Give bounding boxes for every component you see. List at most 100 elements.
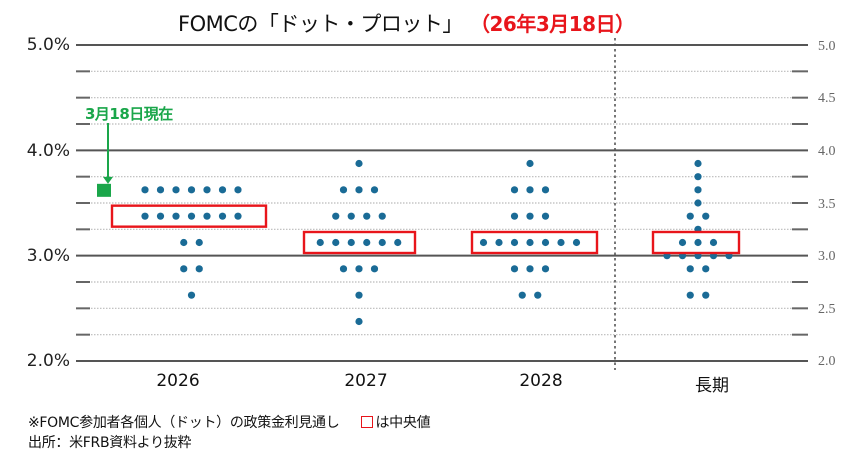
y-axis-right-tick: 4.5 (818, 91, 836, 106)
participant-dot (355, 317, 363, 326)
participant-dot (394, 238, 402, 247)
chart-date: （26年3月18日） (470, 12, 635, 36)
participant-dot (172, 186, 180, 194)
participant-dot (378, 212, 386, 220)
participant-dot (218, 186, 227, 194)
participant-dot (572, 238, 581, 247)
participant-dot (526, 265, 534, 273)
x-axis-label-2027: 2027 (344, 371, 388, 391)
participant-dot (686, 212, 694, 220)
participant-dot (195, 238, 203, 247)
participant-dot (180, 238, 188, 247)
participant-dot (234, 186, 242, 194)
participant-dot (694, 238, 702, 247)
participant-dot (526, 238, 534, 247)
participant-dot (510, 265, 519, 273)
participant-dot (541, 265, 550, 273)
participant-dot (347, 212, 355, 220)
y-axis-left-tick: 2.0% (26, 351, 70, 371)
participant-dot (526, 186, 534, 194)
participant-dot (709, 238, 718, 247)
participant-dot (355, 265, 363, 273)
participant-dot (156, 186, 165, 194)
participant-dot (557, 238, 565, 247)
y-axis-right-tick: 3.5 (818, 197, 836, 212)
median-box (470, 230, 599, 255)
y-axis-right-tick: 2.0 (818, 354, 836, 369)
y-axis-right-tick: 4.0 (818, 144, 836, 159)
participant-dot (218, 212, 227, 220)
participant-dot (479, 238, 488, 247)
participant-dot (339, 186, 348, 194)
participant-dot (378, 238, 386, 247)
participant-dot (702, 212, 710, 220)
participant-dot (203, 212, 211, 220)
participant-dot (203, 186, 211, 194)
participant-dot (187, 186, 196, 194)
annotation-arrow-head (103, 176, 113, 184)
participant-dot (355, 159, 363, 168)
participant-dot (686, 291, 694, 299)
participant-dot (541, 238, 550, 247)
current-rate-marker (97, 183, 111, 197)
y-axis-left-tick: 4.0% (26, 141, 70, 161)
current-rate-annotation: 3月18日現在 (85, 105, 173, 123)
participant-dot (141, 212, 149, 220)
participant-dot (234, 212, 242, 220)
participant-dot (363, 212, 371, 220)
footnote-source: 出所：米FRB資料より抜粋 (28, 435, 192, 451)
participant-dot (534, 291, 542, 299)
participant-dot (526, 212, 534, 220)
y-axis-right-tick: 2.5 (818, 302, 836, 317)
participant-dot (678, 238, 687, 247)
median-box-legend-icon (361, 416, 374, 428)
participant-dot (510, 238, 519, 247)
participant-dot (702, 291, 710, 299)
participant-dot (316, 238, 324, 247)
x-axis-label-longrun: 長期 (695, 376, 729, 396)
participant-dot (694, 186, 702, 194)
participant-dot (510, 212, 519, 220)
y-axis-right-tick: 3.0 (818, 249, 836, 264)
footnote-text: ※FOMC参加者各個人（ドット）の政策金利見通し (28, 415, 340, 431)
participant-dot (332, 212, 340, 220)
participant-dot (347, 238, 355, 247)
participant-dot (187, 291, 196, 299)
y-axis-left-tick: 5.0% (26, 35, 70, 55)
participant-dot (541, 212, 550, 220)
participant-dot (518, 291, 526, 299)
participant-dot (702, 265, 710, 273)
participant-dot (363, 238, 371, 247)
participant-dot (172, 212, 180, 220)
participant-dot (694, 173, 702, 181)
participant-dot (195, 265, 203, 273)
participant-dot (526, 159, 534, 168)
participant-dot (187, 212, 196, 220)
participant-dot (141, 186, 149, 194)
participant-dot (156, 212, 165, 220)
participant-dot (332, 238, 340, 247)
participant-dot (510, 186, 519, 194)
participant-dot (686, 265, 694, 273)
participant-dot (370, 265, 379, 273)
participant-dot (339, 265, 348, 273)
y-axis-right-tick: 5.0 (818, 39, 836, 54)
participant-dot (355, 291, 363, 299)
participant-dot (541, 186, 550, 194)
median-box (110, 204, 268, 228)
participant-dot (694, 159, 702, 168)
participant-dot (355, 186, 363, 194)
x-axis-label-2026: 2026 (156, 371, 200, 391)
median-box (651, 230, 741, 255)
chart-title: FOMCの「ドット・プロット」 (178, 12, 463, 36)
y-axis-left-tick: 3.0% (26, 246, 70, 266)
participant-dot (495, 238, 503, 247)
participant-dot (180, 265, 188, 273)
participant-dot (370, 186, 379, 194)
participant-dot (694, 199, 702, 207)
footnote-description: ※FOMC参加者各個人（ドット）の政策金利見通し は中央値 (28, 412, 431, 432)
median-legend-label: は中央値 (375, 415, 431, 431)
x-axis-label-2028: 2028 (519, 371, 563, 391)
